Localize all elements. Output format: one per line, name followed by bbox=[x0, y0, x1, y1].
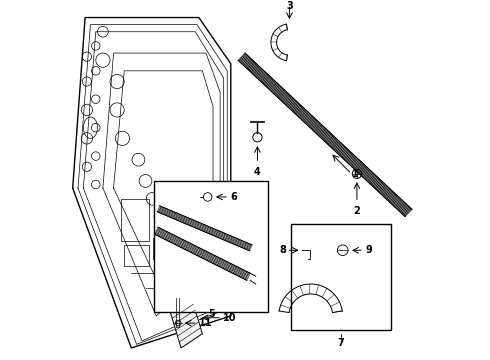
Bar bbox=[291, 224, 391, 330]
Text: 11: 11 bbox=[199, 318, 212, 328]
Text: 2: 2 bbox=[354, 206, 360, 216]
Polygon shape bbox=[171, 298, 202, 348]
Bar bbox=[156, 199, 192, 234]
Text: 7: 7 bbox=[338, 338, 344, 348]
Bar bbox=[154, 181, 268, 312]
Bar bbox=[121, 199, 149, 241]
Text: 10: 10 bbox=[223, 313, 237, 323]
Text: 5: 5 bbox=[208, 309, 215, 319]
Bar bbox=[152, 238, 185, 259]
Text: 3: 3 bbox=[286, 1, 293, 11]
Text: 9: 9 bbox=[365, 245, 372, 255]
Text: 8: 8 bbox=[279, 245, 286, 255]
Text: 4: 4 bbox=[254, 167, 261, 177]
Bar bbox=[124, 245, 149, 266]
Text: 6: 6 bbox=[230, 192, 237, 202]
Text: 1: 1 bbox=[352, 169, 359, 179]
